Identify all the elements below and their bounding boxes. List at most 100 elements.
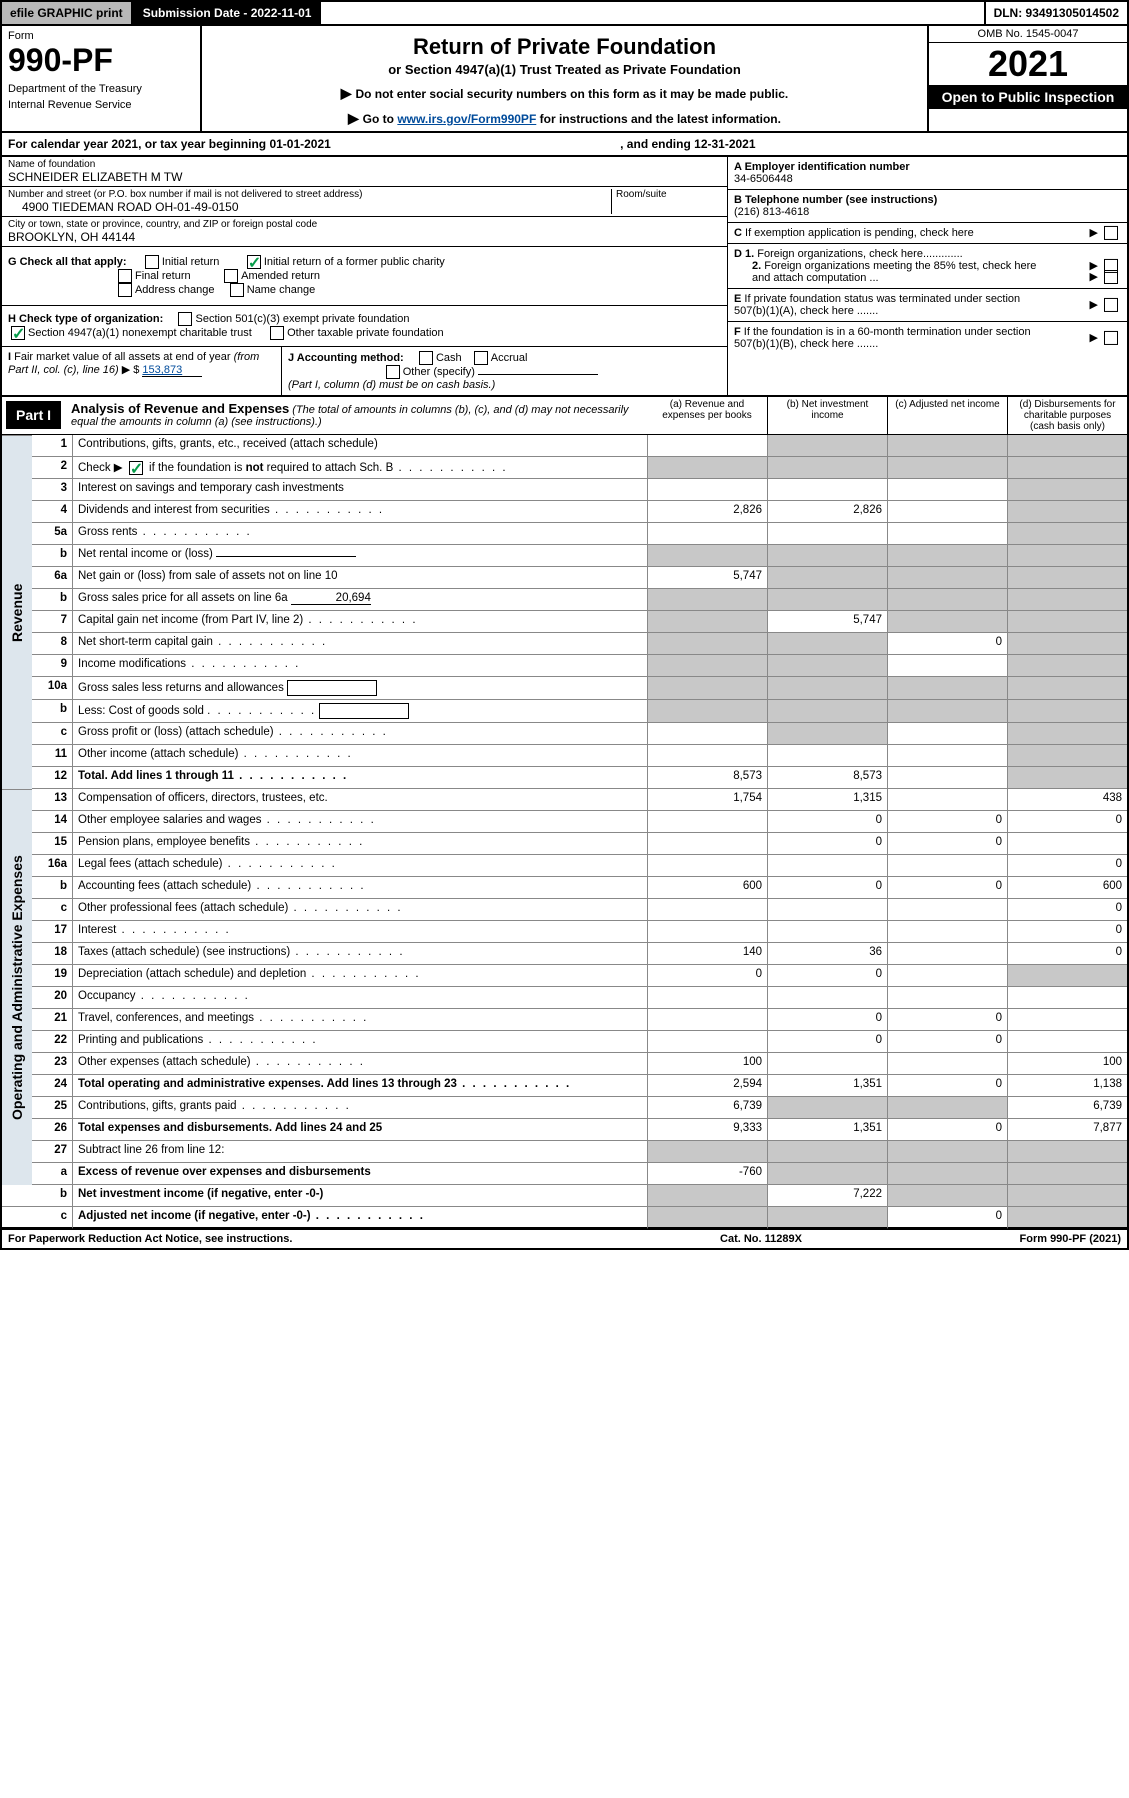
g-prefix: G Check all that apply: [8, 256, 127, 268]
footer-cat: Cat. No. 11289X [641, 1233, 881, 1245]
row9-label: Income modifications [72, 655, 647, 677]
checkbox-other-method[interactable] [386, 365, 400, 379]
row16a-label: Legal fees (attach schedule) [72, 855, 647, 877]
g-address: Address change [135, 284, 215, 296]
r27bb: 7,222 [767, 1185, 887, 1207]
foundation-name-value: SCHNEIDER ELIZABETH M TW [8, 170, 721, 184]
checkbox-f[interactable] [1104, 331, 1118, 345]
r25d: 6,739 [1007, 1097, 1127, 1119]
checkbox-d2[interactable] [1104, 270, 1118, 284]
d2-label: 2. Foreign organizations meeting the 85%… [734, 260, 1044, 284]
r13b: 1,315 [767, 789, 887, 811]
form-title: Return of Private Foundation [208, 34, 921, 60]
city-cell: City or town, state or province, country… [2, 217, 727, 247]
checkbox-accrual[interactable] [474, 351, 488, 365]
r4a: 2,826 [647, 501, 767, 523]
r15c: 0 [887, 833, 1007, 855]
col-a-header: (a) Revenue and expenses per books [647, 397, 767, 434]
row16b-label: Accounting fees (attach schedule) [72, 877, 647, 899]
sidebar-expenses: Operating and Administrative Expenses [2, 789, 32, 1185]
r24c: 0 [887, 1075, 1007, 1097]
r12b: 8,573 [767, 767, 887, 789]
row27-label: Subtract line 26 from line 12: [72, 1141, 647, 1163]
section-ij: I Fair market value of all assets at end… [2, 347, 727, 395]
j-note: (Part I, column (d) must be on cash basi… [288, 379, 495, 391]
note-goto-post: for instructions and the latest informat… [536, 112, 781, 126]
r6b-val: 20,694 [291, 592, 371, 605]
row23-label: Other expenses (attach schedule) [72, 1053, 647, 1075]
part1-grid: Revenue 1Contributions, gifts, grants, e… [0, 435, 1129, 1229]
r19b: 0 [767, 965, 887, 987]
identity-block: Name of foundation SCHNEIDER ELIZABETH M… [0, 157, 1129, 397]
r18b: 36 [767, 943, 887, 965]
calendar-year-row: For calendar year 2021, or tax year begi… [0, 133, 1129, 157]
part1-header: Part I Analysis of Revenue and Expenses … [0, 397, 1129, 435]
r24d: 1,138 [1007, 1075, 1127, 1097]
g-name: Name change [247, 284, 316, 296]
sidebar-revenue: Revenue [2, 435, 32, 789]
footer-left: For Paperwork Reduction Act Notice, see … [8, 1233, 641, 1245]
checkbox-name-change[interactable] [230, 283, 244, 297]
checkbox-initial-return[interactable] [145, 255, 159, 269]
row20-label: Occupancy [72, 987, 647, 1009]
i-value[interactable]: 153,873 [142, 364, 202, 377]
e-cell: E If private foundation status was termi… [728, 289, 1127, 322]
r6aa: 5,747 [647, 567, 767, 589]
identity-right: A Employer identification number 34-6506… [727, 157, 1127, 395]
part1-badge: Part I [6, 401, 61, 429]
r24a: 2,594 [647, 1075, 767, 1097]
row4-label: Dividends and interest from securities [72, 501, 647, 523]
checkbox-e[interactable] [1104, 298, 1118, 312]
r25a: 6,739 [647, 1097, 767, 1119]
row27a-label: Excess of revenue over expenses and disb… [72, 1163, 647, 1185]
g-former: Initial return of a former public charit… [264, 256, 445, 268]
room-suite-label: Room/suite [616, 189, 721, 200]
r12a: 8,573 [647, 767, 767, 789]
checkbox-cash[interactable] [419, 351, 433, 365]
foundation-name-cell: Name of foundation SCHNEIDER ELIZABETH M… [2, 157, 727, 187]
r27cc: 0 [887, 1207, 1007, 1229]
r26d: 7,877 [1007, 1119, 1127, 1141]
section-h: H Check type of organization: Section 50… [2, 306, 727, 347]
checkbox-former-public-charity[interactable] [247, 255, 261, 269]
checkbox-final-return[interactable] [118, 269, 132, 283]
efile-print-button[interactable]: efile GRAPHIC print [2, 2, 133, 24]
part1-title: Analysis of Revenue and Expenses [71, 401, 289, 416]
checkbox-amended-return[interactable] [224, 269, 238, 283]
checkbox-4947a1[interactable] [11, 326, 25, 340]
r16ad: 0 [1007, 855, 1127, 877]
header-right: OMB No. 1545-0047 2021 Open to Public In… [927, 26, 1127, 131]
col-c-header: (c) Adjusted net income [887, 397, 1007, 434]
h-opt1: Section 501(c)(3) exempt private foundat… [195, 313, 409, 325]
irs-link[interactable]: www.irs.gov/Form990PF [397, 112, 536, 126]
r16bd: 600 [1007, 877, 1127, 899]
part1-col-headers: (a) Revenue and expenses per books (b) N… [647, 397, 1127, 434]
h-prefix: H Check type of organization: [8, 313, 163, 325]
form-footer: For Paperwork Reduction Act Notice, see … [0, 1229, 1129, 1250]
row10a-label: Gross sales less returns and allowances [72, 677, 647, 700]
row24-label: Total operating and administrative expen… [72, 1075, 647, 1097]
open-to-public: Open to Public Inspection [929, 85, 1127, 109]
checkbox-sch-b[interactable] [129, 461, 143, 475]
header-left: Form 990-PF Department of the Treasury I… [2, 26, 202, 131]
j-accrual: Accrual [491, 352, 528, 364]
row6a-label: Net gain or (loss) from sale of assets n… [72, 567, 647, 589]
dept-irs: Internal Revenue Service [8, 99, 194, 111]
note-ssn: Do not enter social security numbers on … [355, 87, 788, 101]
checkbox-address-change[interactable] [118, 283, 132, 297]
checkbox-other-taxable[interactable] [270, 326, 284, 340]
c-cell: C If exemption application is pending, c… [728, 223, 1127, 244]
col-b-header: (b) Net investment income [767, 397, 887, 434]
r13a: 1,754 [647, 789, 767, 811]
checkbox-c[interactable] [1104, 226, 1118, 240]
r14c: 0 [887, 811, 1007, 833]
r14b: 0 [767, 811, 887, 833]
r4b: 2,826 [767, 501, 887, 523]
c-label: C If exemption application is pending, c… [734, 227, 974, 239]
r15b: 0 [767, 833, 887, 855]
row25-label: Contributions, gifts, grants paid [72, 1097, 647, 1119]
foundation-name-label: Name of foundation [8, 159, 721, 170]
part1-desc: Analysis of Revenue and Expenses (The to… [65, 397, 647, 434]
checkbox-501c3[interactable] [178, 312, 192, 326]
row8-label: Net short-term capital gain [72, 633, 647, 655]
